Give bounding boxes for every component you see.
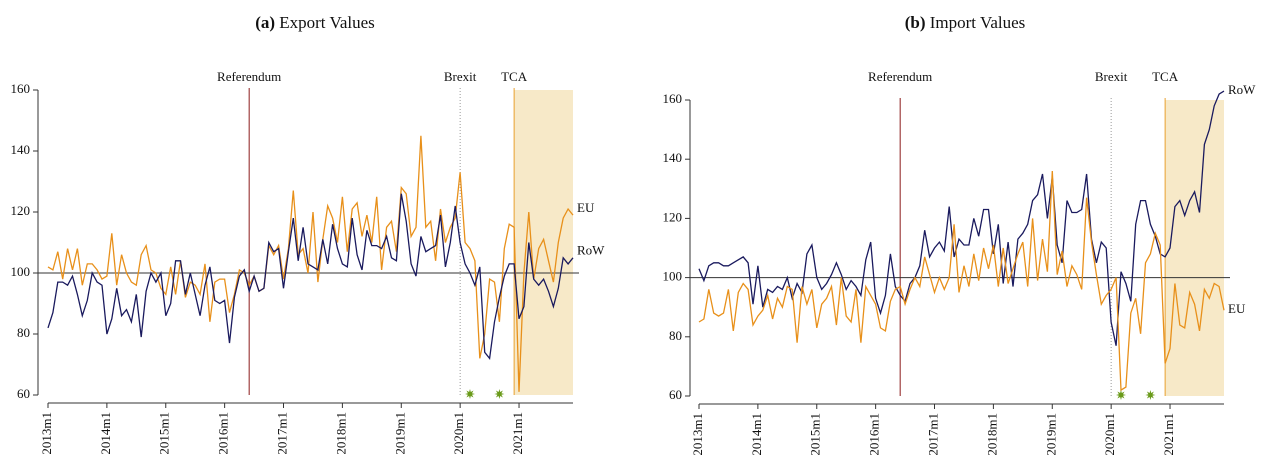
event-marker <box>1116 390 1126 400</box>
series-end-label: EU <box>1228 301 1246 316</box>
event-label: TCA <box>501 69 528 84</box>
y-tick-label: 120 <box>11 203 31 218</box>
x-tick-label: 2021m1 <box>510 412 525 455</box>
x-tick-label: 2013m1 <box>39 412 54 455</box>
y-tick-label: 160 <box>11 81 31 96</box>
y-tick-label: 100 <box>11 264 31 279</box>
y-tick-label: 160 <box>663 91 683 106</box>
y-tick-label: 60 <box>17 386 30 401</box>
series-line <box>47 193 574 360</box>
panel-title: (a) Export Values <box>255 13 375 32</box>
y-tick-label: 100 <box>663 269 683 284</box>
series-line <box>47 135 574 392</box>
shaded-region <box>514 90 573 395</box>
x-tick-label: 2016m1 <box>867 413 882 456</box>
event-marker <box>465 389 475 399</box>
title-text: Export Values <box>279 13 375 32</box>
series-end-label: EU <box>577 200 595 215</box>
panel-label: (b) <box>905 13 926 32</box>
x-tick-label: 2019m1 <box>392 412 407 455</box>
title-text: Import Values <box>930 13 1026 32</box>
panel-label: (a) <box>255 13 275 32</box>
event-label: Brexit <box>1095 69 1128 84</box>
panel-title: (b) Import Values <box>905 13 1026 32</box>
event-label: TCA <box>1152 69 1179 84</box>
event-label: Referendum <box>217 69 281 84</box>
y-tick-label: 80 <box>669 328 682 343</box>
x-tick-label: 2018m1 <box>333 412 348 455</box>
x-tick-label: 2013m1 <box>690 413 705 456</box>
x-tick-label: 2018m1 <box>984 413 999 456</box>
x-tick-label: 2020m1 <box>1102 413 1117 456</box>
event-marker <box>1145 390 1156 400</box>
series-line <box>698 90 1225 346</box>
x-tick-label: 2015m1 <box>808 413 823 456</box>
event-label: Brexit <box>444 69 477 84</box>
y-tick-label: 80 <box>17 325 30 340</box>
x-tick-label: 2017m1 <box>274 412 289 455</box>
x-tick-label: 2019m1 <box>1043 413 1058 456</box>
x-tick-label: 2021m1 <box>1161 413 1176 456</box>
event-marker <box>494 389 505 399</box>
x-tick-label: 2017m1 <box>925 413 940 456</box>
x-tick-label: 2015m1 <box>157 412 172 455</box>
y-tick-label: 140 <box>663 150 683 165</box>
y-tick-label: 60 <box>669 387 682 402</box>
x-tick-label: 2014m1 <box>98 412 113 455</box>
panel: (a) Export Values Referendum Brexit TCA 60 80… <box>11 13 606 455</box>
event-label: Referendum <box>868 69 932 84</box>
panel: (b) Import Values Referendum Brexit TCA 60 80… <box>663 13 1257 456</box>
x-tick-label: 2014m1 <box>749 413 764 456</box>
shaded-region <box>1165 100 1224 396</box>
y-tick-label: 140 <box>11 142 31 157</box>
x-tick-label: 2020m1 <box>451 412 466 455</box>
series-end-label: RoW <box>577 243 605 258</box>
series-line <box>698 170 1225 392</box>
y-tick-label: 120 <box>663 209 683 224</box>
x-tick-label: 2016m1 <box>216 412 231 455</box>
series-end-label: RoW <box>1228 82 1256 97</box>
